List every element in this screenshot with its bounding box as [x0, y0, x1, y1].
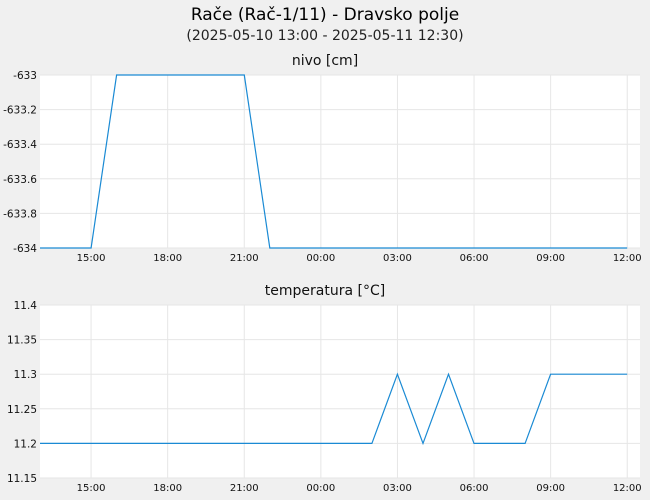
y-tick-label: -633.2 — [3, 105, 37, 117]
x-tick-label: 00:00 — [306, 253, 335, 264]
x-tick-label: 06:00 — [460, 253, 489, 264]
x-tick-label: 18:00 — [153, 483, 182, 494]
x-tick-label: 00:00 — [306, 483, 335, 494]
x-tick-label: 21:00 — [230, 483, 259, 494]
x-tick-label: 03:00 — [383, 483, 412, 494]
plot-area — [40, 305, 640, 478]
y-tick-label: 11.25 — [7, 404, 37, 416]
temperature-panel-title: temperatura [°C] — [265, 283, 385, 299]
x-tick-label: 18:00 — [153, 253, 182, 264]
nivo-panel-title: nivo [cm] — [292, 53, 358, 69]
y-tick-label: -633 — [13, 70, 37, 82]
series-line — [40, 372, 628, 446]
y-tick-label: -633.6 — [3, 174, 37, 186]
y-tick-label: 11.3 — [14, 369, 37, 381]
x-tick-label: 15:00 — [77, 253, 106, 264]
y-tick-label: -634 — [13, 243, 37, 255]
plot-area — [40, 75, 640, 248]
y-tick-label: 11.15 — [7, 473, 37, 485]
x-tick-label: 09:00 — [536, 253, 565, 264]
y-tick-label: 11.2 — [14, 438, 37, 450]
y-tick-label: 11.4 — [14, 300, 38, 312]
nivo-panel: nivo [cm] -633 -633.2 -633.4 -633.6 -633.8 -6… — [3, 53, 642, 264]
x-tick-label: 06:00 — [460, 483, 489, 494]
y-tick-label: 11.35 — [7, 335, 37, 347]
series-line — [40, 74, 628, 249]
x-tick-label: 21:00 — [230, 253, 259, 264]
x-tick-label: 09:00 — [536, 483, 565, 494]
chart-title: Rače (Rač-1/11) - Dravsko polje — [191, 5, 459, 25]
chart-subtitle: (2025-05-10 13:00 - 2025-05-11 12:30) — [186, 28, 463, 44]
x-tick-label: 12:00 — [613, 253, 642, 264]
x-tick-label: 15:00 — [77, 483, 106, 494]
y-tick-label: -633.4 — [3, 139, 37, 151]
y-tick-label: -633.8 — [3, 208, 37, 220]
x-tick-label: 12:00 — [613, 483, 642, 494]
x-tick-label: 03:00 — [383, 253, 412, 264]
temperature-panel: temperatura [°C] 11.4 11.35 11.3 11.25 11.2 1… — [7, 283, 642, 494]
